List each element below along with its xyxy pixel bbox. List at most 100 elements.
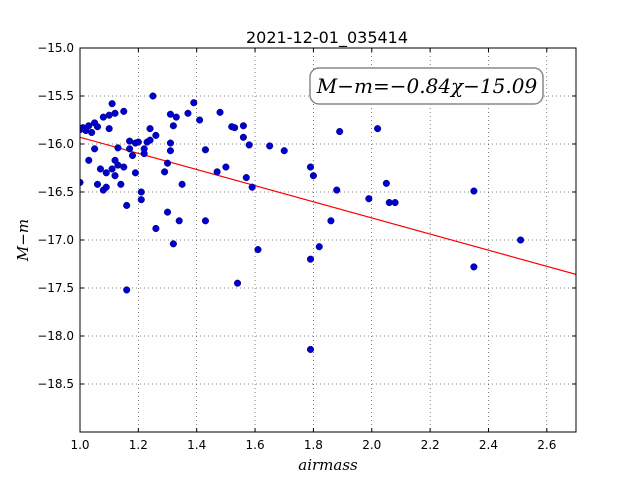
y-tick-label: −15.0	[37, 41, 74, 55]
data-point	[248, 183, 256, 191]
data-point	[239, 133, 247, 141]
data-point	[88, 128, 96, 137]
data-point	[85, 156, 93, 164]
x-tick-label: 1.8	[304, 438, 323, 452]
y-tick-label: −18.5	[37, 377, 74, 391]
data-points	[80, 92, 525, 353]
data-point	[242, 174, 250, 182]
data-point	[123, 286, 131, 294]
data-point	[175, 217, 183, 225]
y-tick-labels: −15.0 −15.5 −16.0 −16.5 −17.0 −17.5 −18.0 −18.5	[37, 41, 74, 391]
data-point	[96, 165, 104, 173]
data-point	[470, 187, 478, 195]
data-point	[80, 178, 84, 186]
data-point	[201, 146, 210, 154]
data-point	[222, 163, 230, 171]
data-point	[120, 163, 128, 171]
data-point	[108, 100, 116, 108]
data-point	[470, 263, 478, 271]
data-point	[111, 109, 119, 117]
data-point	[190, 99, 198, 107]
data-point	[117, 180, 125, 188]
data-point	[131, 169, 139, 177]
data-point	[306, 255, 315, 263]
data-point	[234, 279, 242, 287]
data-point	[333, 186, 341, 194]
y-tick-label: −18.0	[37, 329, 74, 343]
data-point	[239, 122, 247, 130]
data-point	[382, 179, 390, 187]
data-point	[163, 159, 172, 167]
data-point	[166, 110, 174, 118]
data-point	[178, 180, 186, 188]
data-point	[152, 131, 160, 139]
data-point	[254, 246, 262, 254]
data-point	[280, 147, 288, 155]
data-point	[245, 141, 253, 149]
fit-equation-label: M−m=−0.84χ−15.09	[316, 74, 538, 98]
data-point	[374, 125, 382, 133]
y-axis-label: M−m	[14, 219, 32, 262]
data-point	[91, 145, 99, 153]
chart-title: 2021-12-01_035414	[246, 28, 408, 48]
y-tick-label: −16.0	[37, 137, 74, 151]
data-point	[152, 224, 160, 233]
data-point	[196, 116, 204, 124]
data-point	[146, 136, 154, 144]
y-tick-label: −17.0	[37, 233, 74, 247]
data-point	[365, 195, 373, 203]
fit-line	[80, 136, 576, 275]
x-tick-label: 2.6	[537, 438, 556, 452]
data-point	[306, 163, 315, 171]
data-point	[102, 169, 110, 177]
data-point	[166, 139, 174, 147]
y-tick-label: −15.5	[37, 89, 74, 103]
data-point	[134, 138, 142, 146]
data-point	[172, 113, 180, 121]
fit-line-group	[80, 136, 576, 275]
data-point	[93, 180, 102, 188]
y-tick-label: −16.5	[37, 185, 74, 199]
data-point	[231, 124, 239, 132]
y-tick-label: −17.5	[37, 281, 74, 295]
data-point	[137, 188, 145, 196]
axis-ticks	[79, 47, 576, 432]
data-point	[169, 240, 177, 248]
data-point	[336, 127, 344, 136]
data-point	[140, 145, 148, 153]
data-point	[169, 122, 177, 130]
data-point	[166, 147, 174, 155]
data-point	[184, 109, 192, 117]
data-point	[114, 144, 122, 152]
data-point	[315, 243, 323, 251]
data-point	[266, 142, 274, 150]
data-point	[85, 122, 93, 130]
data-point	[93, 123, 102, 131]
data-point	[309, 172, 317, 180]
data-point	[111, 172, 119, 180]
data-point	[146, 125, 154, 133]
data-point	[306, 345, 315, 353]
annotation-box: M−m=−0.84χ−15.09	[309, 67, 544, 105]
x-tick-label: 2.2	[421, 438, 440, 452]
x-tick-label: 2.4	[479, 438, 498, 452]
x-tick-label: 1.0	[70, 438, 89, 452]
x-tick-label: 1.4	[187, 438, 206, 452]
data-point	[128, 151, 137, 160]
plot-content	[80, 92, 576, 353]
data-point	[105, 125, 113, 133]
data-point	[149, 92, 157, 100]
data-point	[213, 168, 221, 176]
data-point	[161, 168, 169, 176]
x-tick-label: 2.0	[362, 438, 381, 452]
data-point	[126, 145, 134, 153]
x-tick-label: 1.6	[246, 438, 265, 452]
data-point	[327, 217, 335, 225]
data-point	[163, 208, 172, 216]
data-point	[137, 196, 145, 204]
data-point	[201, 217, 210, 225]
data-point	[517, 236, 525, 244]
data-point	[102, 183, 110, 191]
data-point	[216, 108, 224, 116]
